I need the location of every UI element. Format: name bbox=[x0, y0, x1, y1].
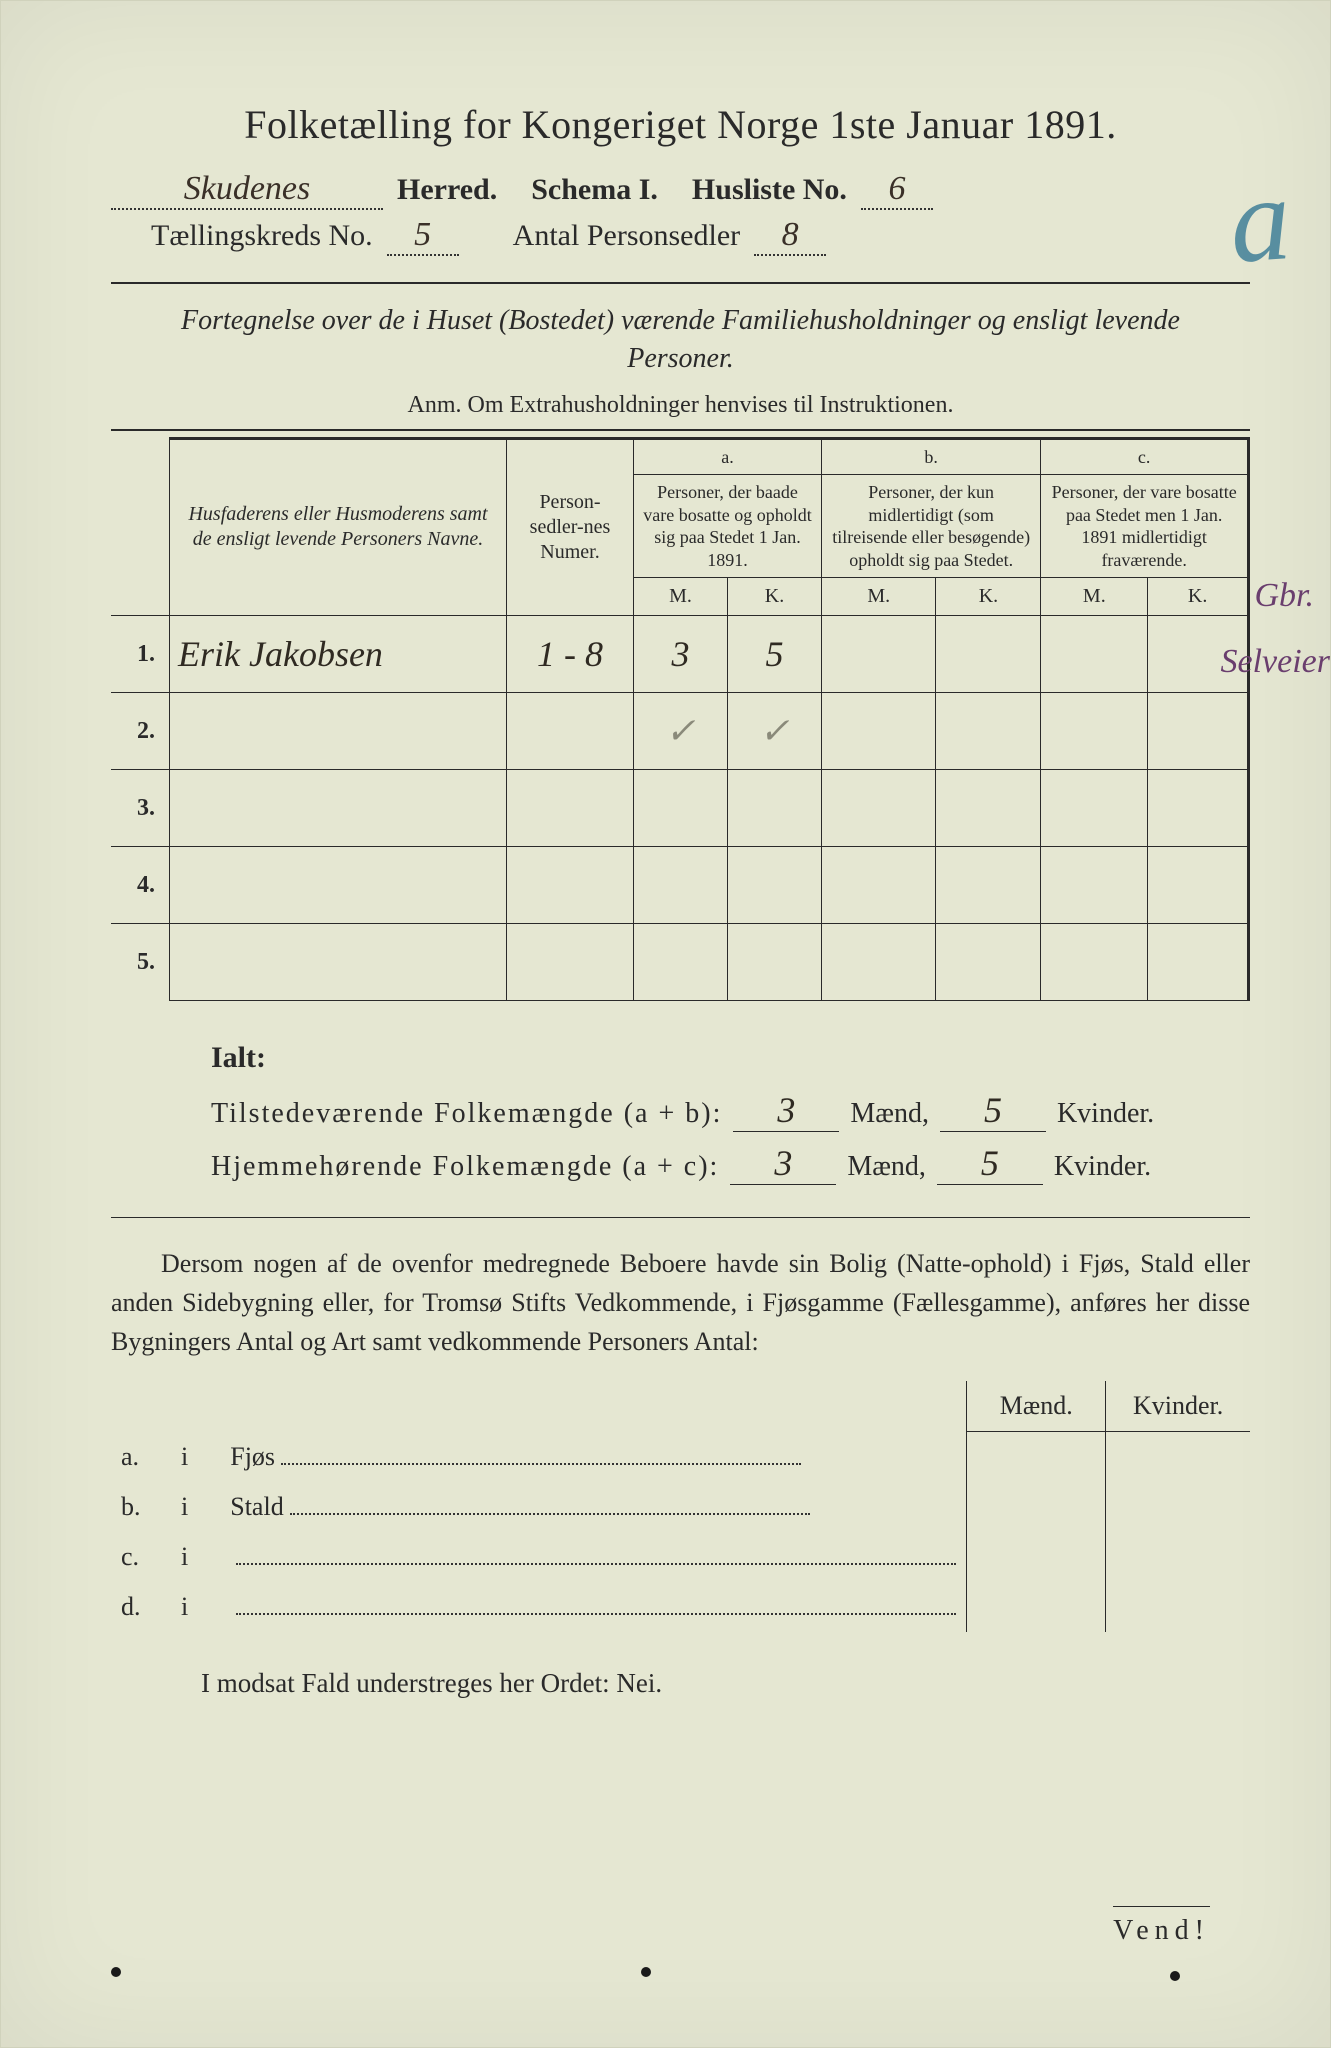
herred-label: Herred. bbox=[397, 173, 497, 207]
table-body: 1. Erik Jakobsen 1 - 8 3 5 2. ✓ ✓ bbox=[111, 616, 1249, 1001]
husliste-value: 6 bbox=[861, 172, 933, 210]
group-c-label: c. bbox=[1041, 438, 1249, 475]
lower-table: Mænd. Kvinder. a. i Fjøs b. i Stald c. i… bbox=[111, 1381, 1250, 1632]
main-table: Husfaderens eller Husmoderens samt de en… bbox=[111, 437, 1250, 1002]
group-a-label: a. bbox=[634, 438, 822, 475]
col-c-m: M. bbox=[1041, 578, 1148, 616]
divider-2 bbox=[111, 429, 1250, 431]
paragraph: Dersom nogen af de ovenfor medregnede Be… bbox=[111, 1244, 1250, 1361]
ialt-row-1: Tilstedeværende Folkemængde (a + b): 3 M… bbox=[211, 1089, 1250, 1132]
ialt-2-k: 5 bbox=[937, 1142, 1043, 1185]
col-b-m: M. bbox=[822, 578, 936, 616]
table-row: 1. Erik Jakobsen 1 - 8 3 5 bbox=[111, 616, 1249, 693]
divider-3 bbox=[111, 1217, 1250, 1218]
lower-row: b. i Stald bbox=[111, 1482, 1250, 1532]
lower-row: c. i bbox=[111, 1532, 1250, 1582]
nei-line: I modsat Fald understreges her Ordet: Ne… bbox=[201, 1668, 1250, 1699]
group-b-text: Personer, der kun midlertidigt (som tilr… bbox=[822, 475, 1041, 578]
group-c-text: Personer, der vare bosatte paa Stedet me… bbox=[1041, 475, 1249, 578]
group-b-label: b. bbox=[822, 438, 1041, 475]
table-row: 2. ✓ ✓ bbox=[111, 693, 1249, 770]
herred-value: Skudenes bbox=[111, 172, 383, 210]
side-note-top: Gbr. bbox=[1254, 577, 1314, 615]
table-row: 5. bbox=[111, 924, 1249, 1001]
header-line-2: Tællingskreds No. 5 Antal Personsedler 8 bbox=[151, 218, 1250, 256]
schema-label: Schema I. bbox=[531, 173, 658, 207]
ialt-heading: Ialt: bbox=[211, 1041, 1250, 1075]
divider-1 bbox=[111, 282, 1250, 284]
header-line-1: Skudenes Herred. Schema I. Husliste No. … bbox=[111, 172, 1250, 210]
ink-dot-icon bbox=[111, 1967, 121, 1977]
anm-note: Anm. Om Extrahusholdninger henvises til … bbox=[111, 392, 1250, 419]
kreds-value: 5 bbox=[387, 218, 459, 256]
side-note-bottom: Selveier bbox=[1221, 643, 1331, 681]
ink-dot-icon bbox=[641, 1967, 651, 1977]
lower-row: a. i Fjøs bbox=[111, 1432, 1250, 1482]
col-b-k: K. bbox=[936, 578, 1041, 616]
husliste-label: Husliste No. bbox=[692, 173, 847, 207]
group-a-text: Personer, der baade vare bosatte og opho… bbox=[634, 475, 822, 578]
ink-dot-icon bbox=[1170, 1971, 1180, 1981]
ialt-1-k: 5 bbox=[940, 1089, 1046, 1132]
blue-pencil-annotation: a bbox=[1225, 149, 1294, 291]
vend-label: Vend! bbox=[1113, 1906, 1210, 1947]
lower-kvinder-header: Kvinder. bbox=[1106, 1381, 1250, 1432]
lower-row: d. i bbox=[111, 1582, 1250, 1632]
table-row: 4. bbox=[111, 847, 1249, 924]
col-a-k: K. bbox=[728, 578, 822, 616]
lower-maend-header: Mænd. bbox=[967, 1381, 1106, 1432]
census-form-page: Folketælling for Kongeriget Norge 1ste J… bbox=[0, 0, 1331, 2048]
ialt-1-m: 3 bbox=[733, 1089, 839, 1132]
subtitle: Fortegnelse over de i Huset (Bostedet) v… bbox=[111, 302, 1250, 378]
antal-value: 8 bbox=[754, 218, 826, 256]
col-sedler-header: Person-sedler-nes Numer. bbox=[507, 438, 634, 616]
kreds-label: Tællingskreds No. bbox=[151, 219, 373, 253]
ialt-block: Ialt: Tilstedeværende Folkemængde (a + b… bbox=[211, 1041, 1250, 1185]
page-title: Folketælling for Kongeriget Norge 1ste J… bbox=[111, 101, 1250, 148]
col-c-k: K. bbox=[1148, 578, 1249, 616]
col-name-header: Husfaderens eller Husmoderens samt de en… bbox=[170, 438, 507, 616]
ialt-row-2: Hjemmehørende Folkemængde (a + c): 3 Mæn… bbox=[211, 1142, 1250, 1185]
table-row: 3. bbox=[111, 770, 1249, 847]
antal-label: Antal Personsedler bbox=[513, 219, 740, 253]
col-a-m: M. bbox=[634, 578, 728, 616]
ialt-2-m: 3 bbox=[730, 1142, 836, 1185]
